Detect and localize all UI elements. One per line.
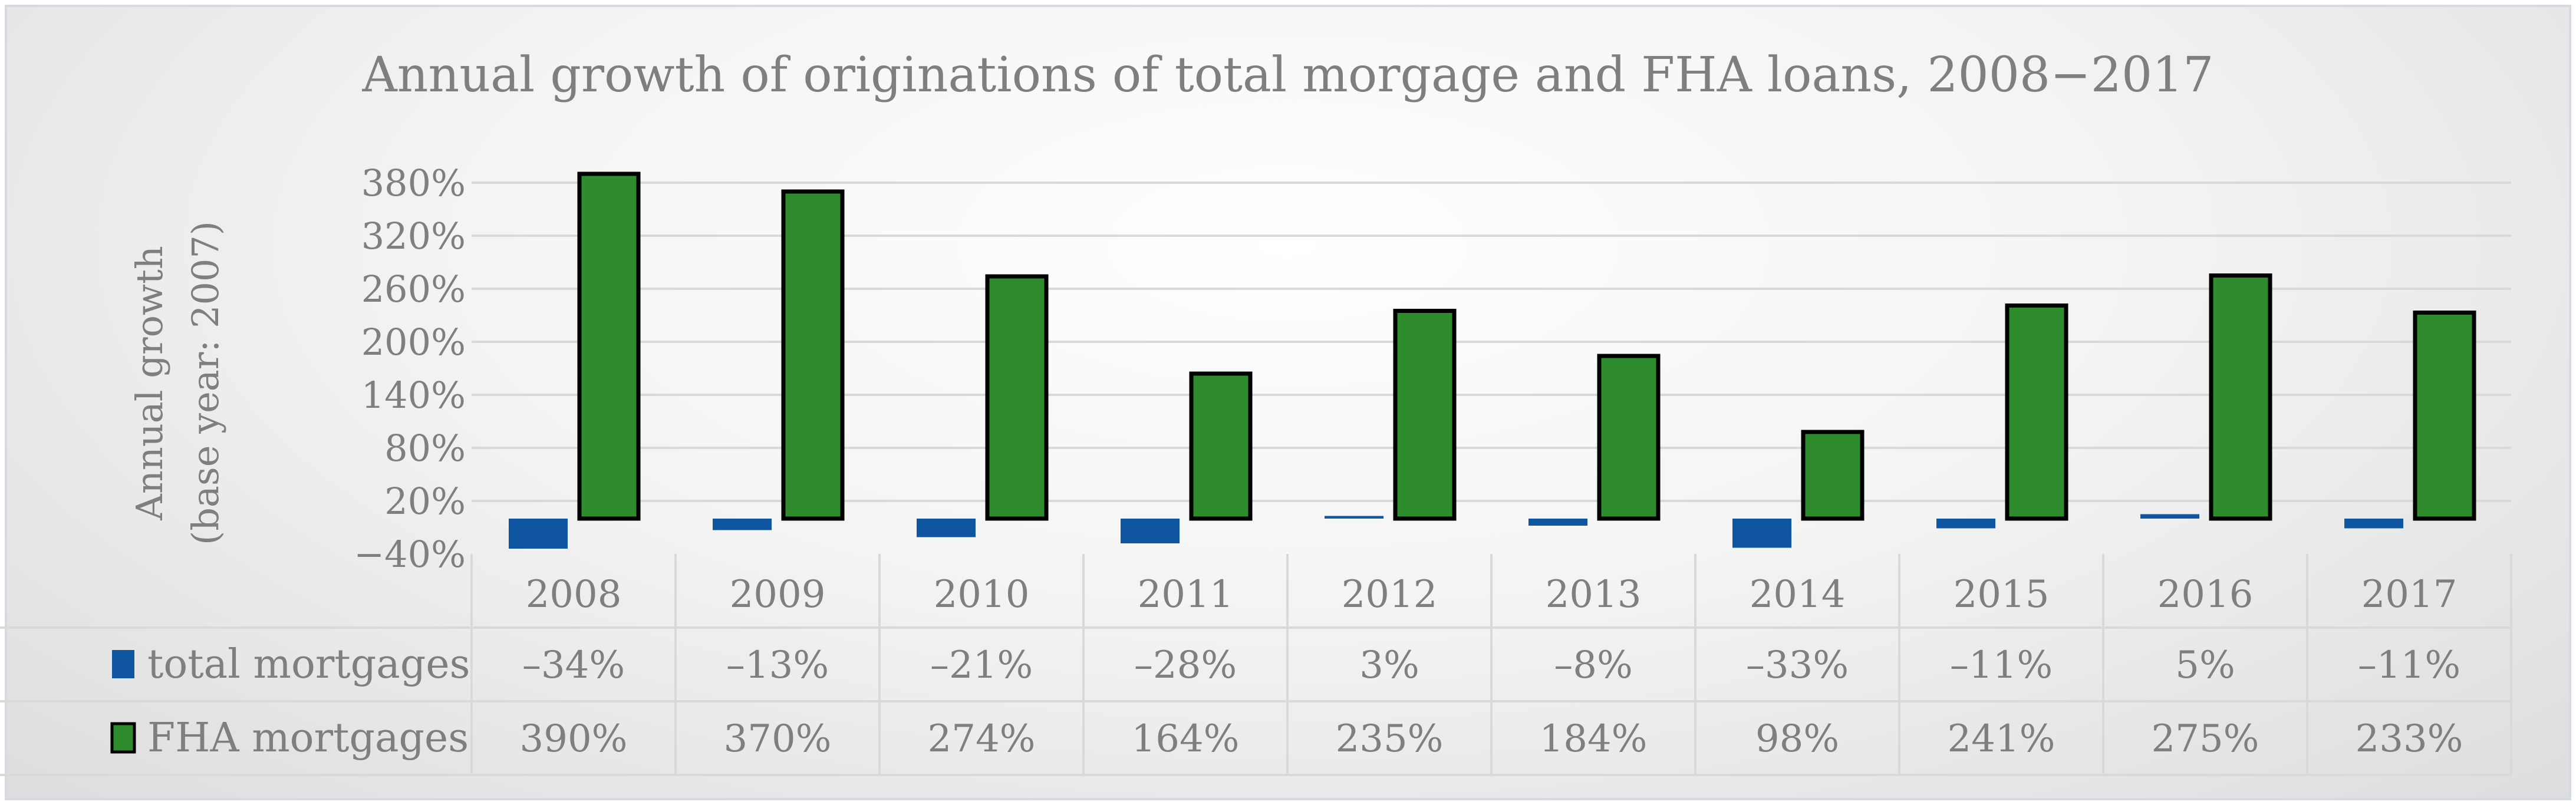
- bar-fha-mortgages: [781, 189, 845, 521]
- x-category-label: 2014: [1750, 573, 1846, 616]
- bar-total-mortgages: [509, 519, 568, 549]
- x-category-label: 2009: [730, 573, 826, 616]
- y-tick-label: 80%: [384, 427, 466, 470]
- bar-total-mortgages: [1732, 519, 1791, 548]
- data-table-cell: 184%: [1540, 717, 1648, 761]
- x-category-label: 2013: [1546, 573, 1642, 616]
- bar-total-mortgages: [917, 519, 976, 537]
- data-table-cell: 241%: [1948, 717, 2055, 761]
- y-axis-title-line2: (base year: 2007): [184, 221, 227, 545]
- bar-total-mortgages: [1529, 519, 1587, 526]
- legend-swatch-total-mortgages: [112, 650, 134, 678]
- bar-total-mortgages: [1121, 519, 1180, 543]
- bar-fha-mortgages: [577, 171, 641, 521]
- bars: [509, 171, 2476, 549]
- data-table-cell: 274%: [928, 717, 1036, 761]
- data-table-cell: 235%: [1336, 717, 1444, 761]
- y-tick-label: 380%: [361, 161, 466, 204]
- bar-fha-mortgages: [2209, 273, 2272, 521]
- x-category-label: 2015: [1954, 573, 2050, 616]
- legend-label-total-mortgages: total mortgages: [147, 641, 470, 688]
- data-table-cell: –8%: [1554, 644, 1633, 687]
- x-category-label: 2011: [1138, 573, 1234, 616]
- data-table-cell: 3%: [1359, 644, 1419, 687]
- x-category-label: 2017: [2361, 573, 2458, 616]
- x-category-label: 2016: [2157, 573, 2254, 616]
- data-table-cell: –34%: [522, 644, 625, 687]
- data-table-cell: –13%: [726, 644, 829, 687]
- data-table-cell: –33%: [1746, 644, 1849, 687]
- y-axis-ticks: −40% 20% 80% 140% 200% 260% 320% 380%: [354, 161, 466, 576]
- data-table-cell: –28%: [1134, 644, 1237, 687]
- data-table-cell: –11%: [2358, 644, 2460, 687]
- bar-fha-mortgages: [1801, 430, 1865, 521]
- data-table-cell: 370%: [724, 717, 832, 761]
- bar-fha-mortgages: [1189, 371, 1253, 521]
- y-tick-label: 140%: [361, 374, 466, 417]
- bar-fha-mortgages: [2005, 303, 2068, 521]
- bar-total-mortgages: [1325, 516, 1383, 519]
- y-tick-label: −40%: [354, 533, 466, 576]
- data-table-cell: 233%: [2356, 717, 2463, 761]
- y-tick-label: 200%: [361, 321, 466, 364]
- y-tick-label: 20%: [384, 480, 466, 523]
- bar-total-mortgages: [713, 519, 772, 530]
- data-table-cell: 275%: [2152, 717, 2259, 761]
- data-table-cell: 390%: [520, 717, 628, 761]
- bar-fha-mortgages: [1597, 354, 1661, 521]
- bar-fha-mortgages: [1393, 309, 1457, 521]
- y-tick-label: 260%: [361, 268, 466, 311]
- legend-swatch-fha-mortgages: [110, 722, 136, 754]
- x-category-label: 2012: [1342, 573, 1438, 616]
- data-table-cell: 5%: [2175, 644, 2235, 687]
- y-tick-label: 320%: [361, 215, 466, 258]
- gridlines: [472, 182, 2511, 502]
- y-axis-title-line1: Annual growth: [128, 246, 171, 521]
- x-category-label: 2008: [526, 573, 622, 616]
- bar-fha-mortgages: [2413, 311, 2476, 521]
- data-table-cell: –21%: [930, 644, 1033, 687]
- x-category-label: 2010: [934, 573, 1030, 616]
- bar-total-mortgages: [2140, 514, 2199, 519]
- data-table-cell: –11%: [1950, 644, 2053, 687]
- legend-label-fha-mortgages: FHA mortgages: [147, 715, 469, 761]
- bar-total-mortgages: [1936, 519, 1995, 529]
- data-table-cell: 164%: [1132, 717, 1240, 761]
- bar-total-mortgages: [2344, 519, 2403, 529]
- data-table: 2008 2009 2010 2011 2012 2013 2014 2015 2016 2017…: [0, 554, 2512, 776]
- bar-fha-mortgages: [985, 274, 1049, 521]
- data-table-cell: 98%: [1755, 717, 1839, 761]
- chart-title: Annual growth of originations of total m…: [362, 47, 2214, 103]
